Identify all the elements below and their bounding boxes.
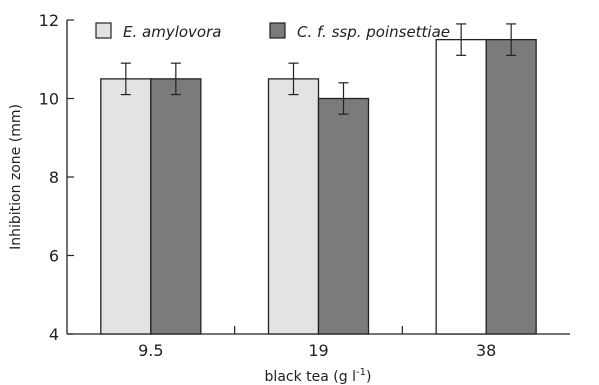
error-bar	[120, 62, 131, 96]
error-bar	[456, 23, 467, 56]
y-tick-label: 10	[39, 90, 59, 109]
x-ticks: 9.5 19 38	[138, 326, 496, 360]
bars	[100, 38, 537, 335]
x-tick-label: 9.5	[138, 341, 163, 360]
y-tick-label: 12	[39, 11, 59, 30]
legend: E. amylovora C. f. ssp. poinsettiae	[95, 22, 450, 41]
error-bar	[288, 62, 299, 96]
bar-c-f-poinsettiae	[485, 38, 537, 335]
error-bar	[506, 23, 517, 56]
y-tick-label: 4	[49, 325, 59, 344]
x-axis-title: black tea (g l-1)	[265, 367, 372, 385]
bar-c-f-poinsettiae	[150, 78, 202, 335]
bar-e-amylovora	[435, 38, 487, 335]
legend-label: E. amylovora	[123, 23, 221, 41]
y-ticks: 4 6 8 10 12	[39, 11, 74, 344]
y-tick-label: 6	[49, 247, 59, 266]
y-tick-label: 8	[49, 168, 59, 187]
error-bars	[120, 23, 517, 115]
error-bar	[338, 82, 349, 115]
x-axis-title-superscript: -1	[356, 367, 366, 378]
legend-swatch	[95, 22, 112, 39]
x-axis-title-end: )	[366, 369, 371, 385]
legend-label: C. f. ssp. poinsettiae	[297, 23, 450, 41]
bar-e-amylovora	[100, 78, 152, 335]
legend-swatch	[269, 22, 286, 39]
error-bar	[170, 62, 181, 96]
bar-e-amylovora	[267, 78, 320, 335]
x-tick-label: 38	[476, 341, 496, 360]
y-axis-title: Inhibition zone (mm)	[8, 104, 24, 250]
bar-c-f-poinsettiae	[317, 97, 370, 335]
x-tick-label: 19	[308, 341, 328, 360]
